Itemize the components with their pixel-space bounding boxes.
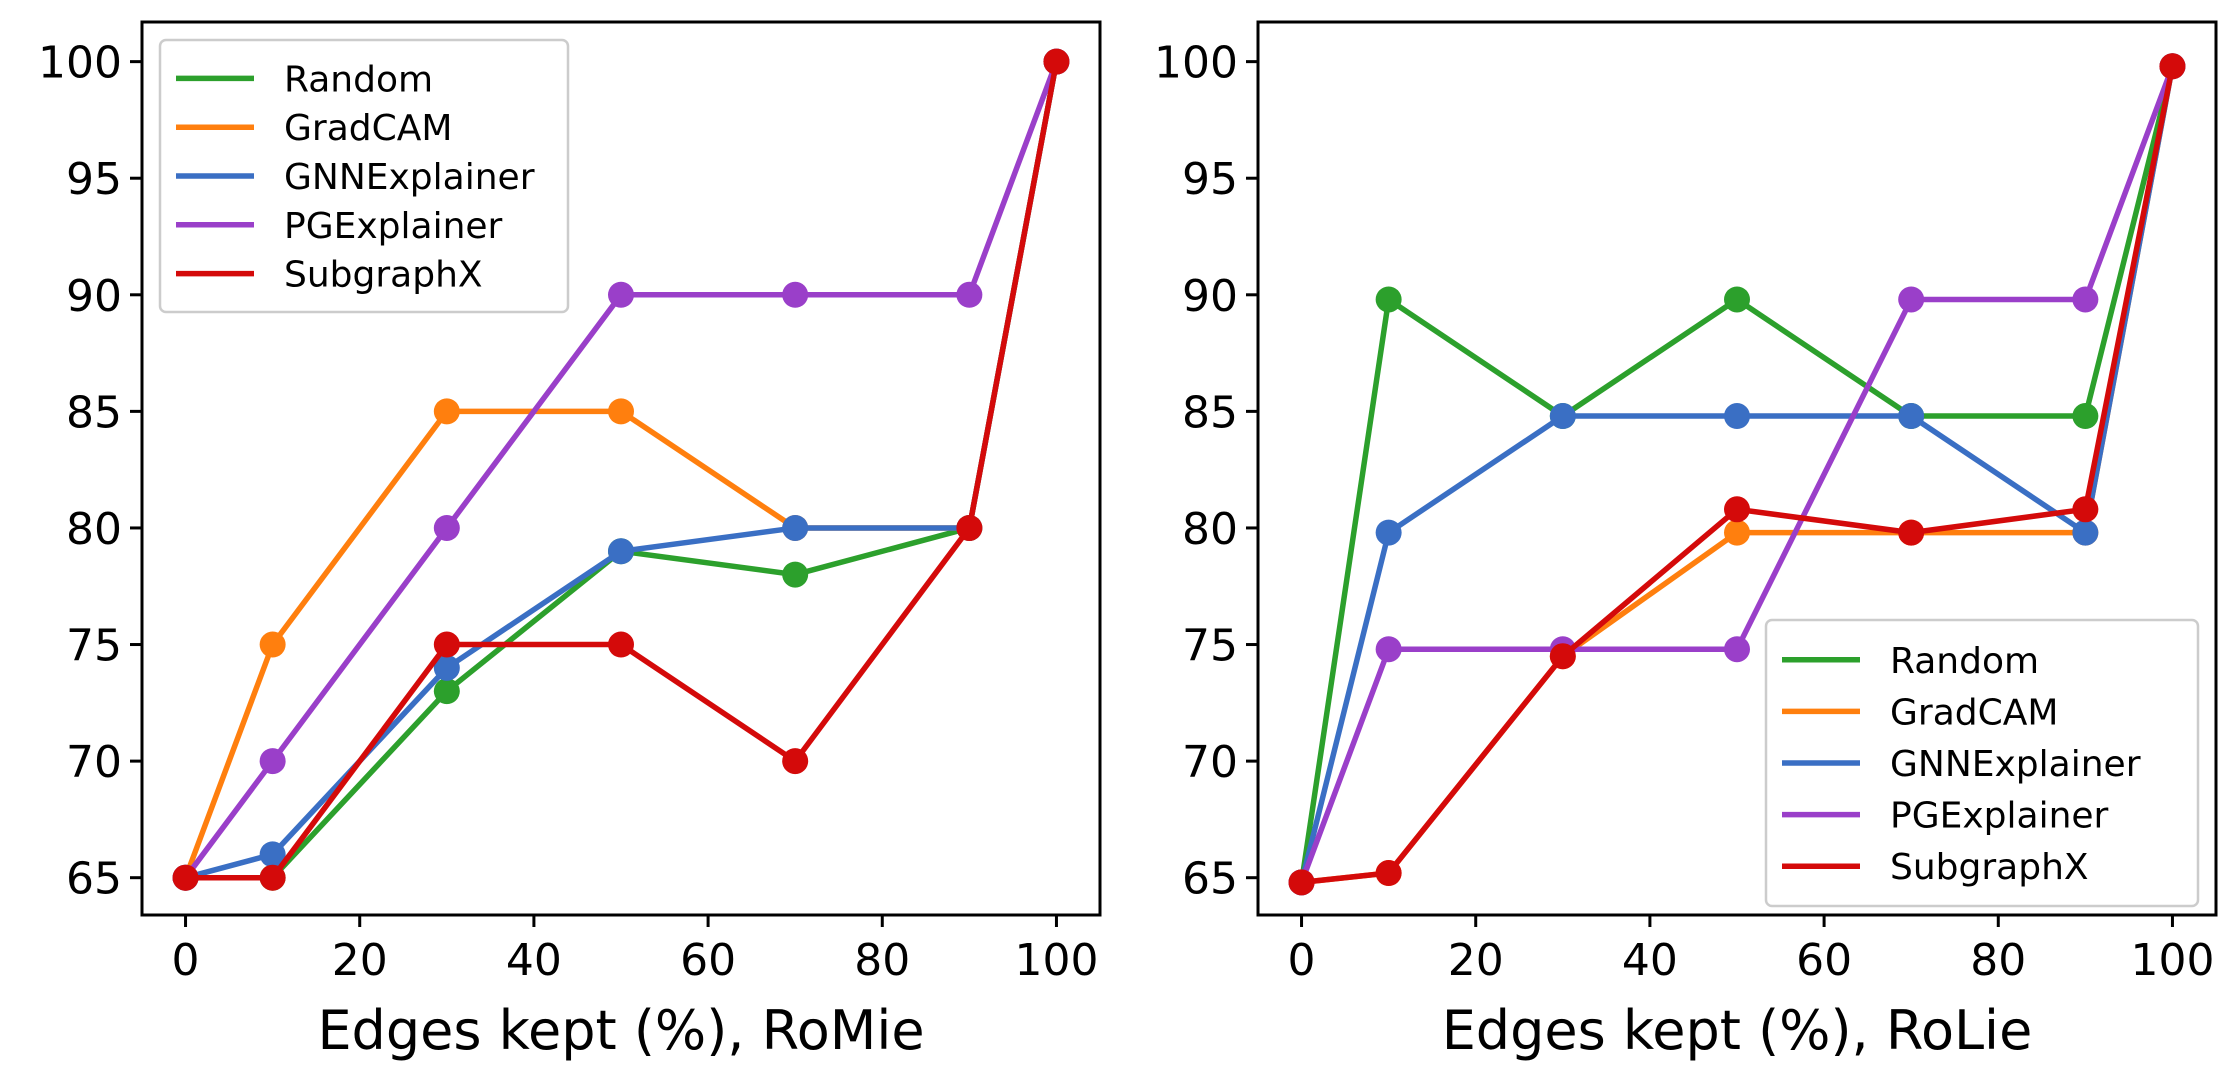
y-tick-label: 80 bbox=[66, 504, 122, 555]
x-axis-label: Edges kept (%), RoLie bbox=[1442, 999, 2033, 1062]
data-point bbox=[2072, 286, 2099, 313]
data-point bbox=[1724, 403, 1750, 430]
legend-label: GradCAM bbox=[284, 108, 452, 149]
y-tick-label: 70 bbox=[66, 737, 122, 788]
x-tick-label: 80 bbox=[1970, 935, 2026, 986]
x-tick-label: 100 bbox=[2130, 935, 2214, 986]
x-tick-label: 100 bbox=[1014, 935, 1098, 986]
data-point bbox=[259, 748, 286, 775]
data-point bbox=[1375, 519, 1402, 546]
y-tick-label: 85 bbox=[1182, 387, 1238, 438]
chart-panel-rolie: 0 20 40 60 80 100 65 70 75 80 85 90 95 100 Edges kept … bbox=[1154, 20, 2218, 1062]
data-point bbox=[1898, 519, 1925, 546]
data-point bbox=[433, 654, 460, 681]
data-point bbox=[608, 538, 634, 565]
data-point bbox=[1043, 48, 1070, 75]
data-point bbox=[433, 631, 460, 658]
data-point bbox=[433, 514, 460, 541]
data-point bbox=[259, 841, 286, 868]
data-point bbox=[1375, 286, 1402, 313]
legend-label: GradCAM bbox=[1890, 692, 2058, 733]
y-tick-label: 95 bbox=[66, 154, 122, 205]
y-tick-label: 85 bbox=[66, 387, 122, 438]
data-point bbox=[956, 281, 983, 308]
legend: Random GradCAM GNNExplainer PGExplainer Subg… bbox=[158, 38, 570, 314]
y-tick-label: 100 bbox=[38, 38, 122, 89]
x-tick-label: 0 bbox=[172, 935, 200, 986]
legend-label: SubgraphX bbox=[1890, 847, 2089, 888]
legend-label: Random bbox=[1890, 641, 2039, 682]
data-point bbox=[608, 281, 634, 308]
data-point bbox=[1898, 286, 1925, 313]
data-point bbox=[782, 748, 809, 775]
data-point bbox=[1724, 636, 1750, 663]
data-point bbox=[608, 631, 634, 658]
data-point bbox=[1724, 496, 1750, 523]
x-tick-label: 40 bbox=[506, 935, 562, 986]
y-tick-label: 65 bbox=[1182, 854, 1238, 905]
y-tick-label: 90 bbox=[1182, 271, 1238, 322]
axes-frame bbox=[1256, 20, 2218, 917]
data-point bbox=[1375, 636, 1402, 663]
y-tick-label: 65 bbox=[66, 854, 122, 905]
data-point bbox=[782, 281, 809, 308]
y-tick-label: 100 bbox=[1154, 38, 1238, 89]
data-point bbox=[1375, 860, 1402, 887]
legend-box bbox=[1764, 618, 2200, 908]
data-point bbox=[1288, 869, 1315, 896]
y-tick-label: 70 bbox=[1182, 737, 1238, 788]
y-tick-label: 95 bbox=[1182, 154, 1238, 205]
data-point bbox=[1549, 643, 1576, 670]
y-tick-label: 80 bbox=[1182, 504, 1238, 555]
x-tick-label: 60 bbox=[680, 935, 736, 986]
data-point bbox=[433, 398, 460, 425]
data-point bbox=[2072, 519, 2099, 546]
data-point bbox=[1549, 403, 1576, 430]
legend-box bbox=[158, 38, 570, 314]
series-subgraphx bbox=[1288, 53, 2186, 896]
x-tick-label: 0 bbox=[1288, 935, 1316, 986]
y-tick-label: 75 bbox=[1182, 621, 1238, 672]
data-point bbox=[259, 631, 286, 658]
legend-label: SubgraphX bbox=[284, 255, 483, 296]
data-point bbox=[2159, 53, 2186, 80]
data-point bbox=[433, 678, 460, 705]
legend-label: GNNExplainer bbox=[1890, 744, 2141, 785]
y-tick-label: 75 bbox=[66, 621, 122, 672]
x-tick-label: 60 bbox=[1796, 935, 1852, 986]
data-point bbox=[1724, 519, 1750, 546]
data-point bbox=[1898, 403, 1925, 430]
x-tick-label: 80 bbox=[854, 935, 910, 986]
data-point bbox=[608, 398, 634, 425]
legend: Random GradCAM GNNExplainer PGExplainer Subg… bbox=[1764, 618, 2200, 908]
data-point bbox=[782, 514, 809, 541]
legend-label: PGExplainer bbox=[284, 206, 503, 247]
x-axis-label: Edges kept (%), RoMie bbox=[317, 999, 924, 1062]
data-point bbox=[1724, 286, 1750, 313]
chart-panel-romie: 0 20 40 60 80 100 65 70 75 80 85 90 95 100 Edges kept … bbox=[38, 20, 1102, 1062]
data-point bbox=[2072, 496, 2099, 523]
series-subgraphx bbox=[172, 48, 1070, 891]
y-tick-label: 90 bbox=[66, 271, 122, 322]
legend-label: PGExplainer bbox=[1890, 796, 2109, 837]
data-point bbox=[956, 514, 983, 541]
legend-label: GNNExplainer bbox=[284, 157, 535, 198]
x-tick-label: 40 bbox=[1622, 935, 1678, 986]
legend-label: Random bbox=[284, 59, 433, 100]
x-tick-label: 20 bbox=[332, 935, 388, 986]
data-point bbox=[259, 864, 286, 891]
x-tick-label: 20 bbox=[1448, 935, 1504, 986]
data-point bbox=[782, 561, 809, 588]
data-point bbox=[2072, 403, 2099, 430]
axes-frame bbox=[140, 20, 1102, 917]
data-point bbox=[172, 864, 199, 891]
